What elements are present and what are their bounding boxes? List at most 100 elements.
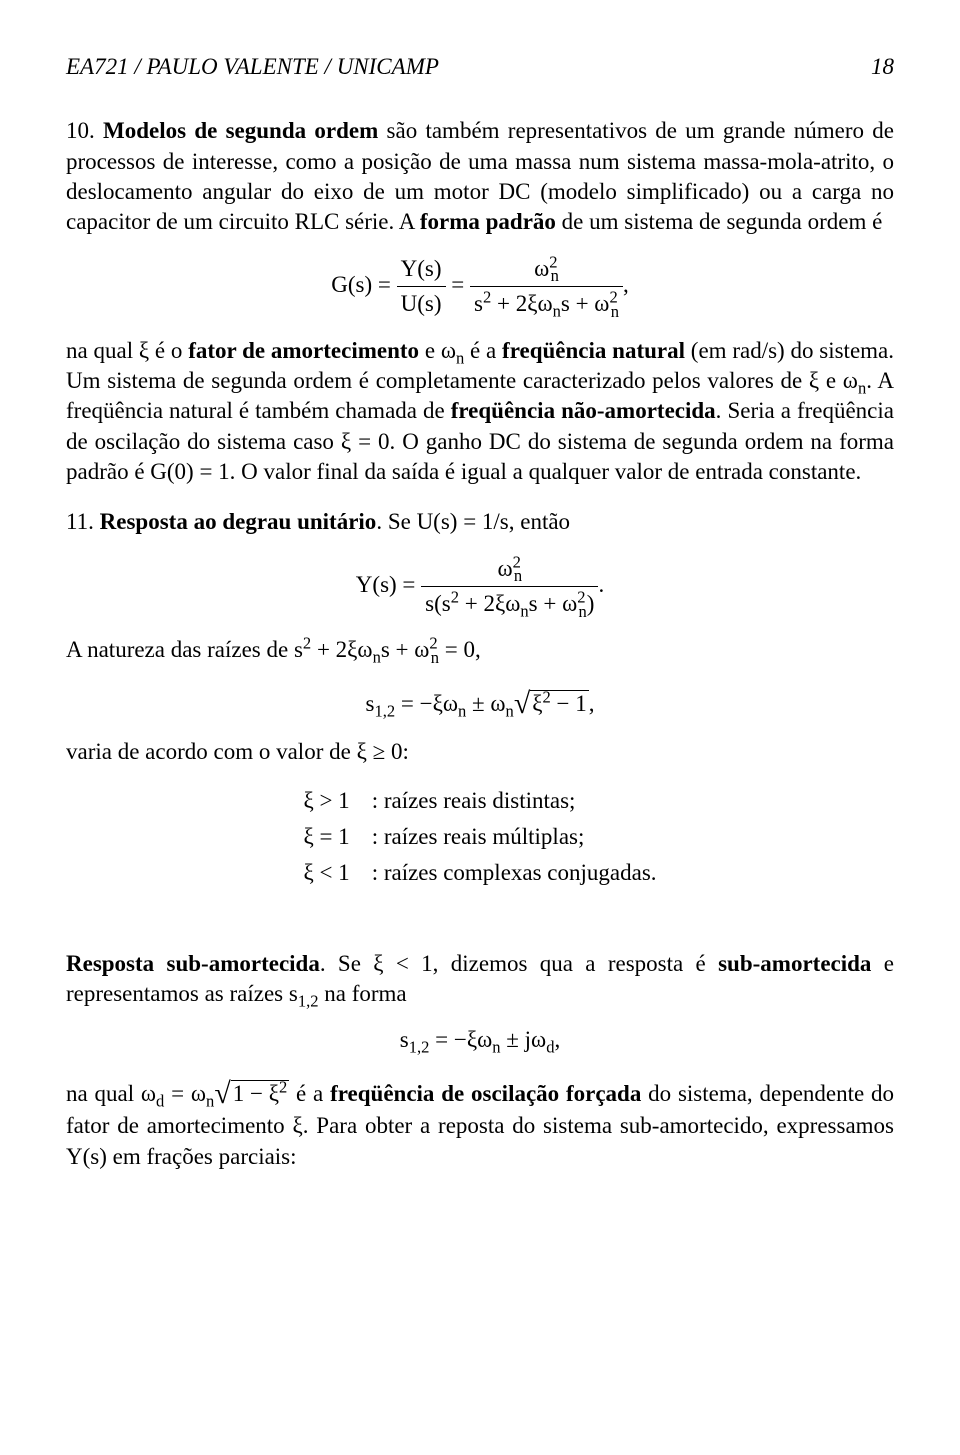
eq1-den1: U(s): [397, 287, 446, 319]
pa1-a: na qual ξ é o: [66, 338, 188, 363]
para11-rest: . Se U(s) = 1/s, então: [376, 509, 570, 534]
header-left: EA721 / PAULO VALENTE / UNICAMP: [66, 52, 439, 82]
pnat-sub1: n: [373, 648, 381, 667]
eq3-rad-a: ξ: [532, 691, 542, 716]
table-row: ξ = 1 : raízes reais múltiplas;: [293, 820, 666, 854]
eq3-tail: ,: [589, 691, 595, 716]
pa1-bold3: freqüência não-amortecida: [451, 398, 716, 423]
eq1-den2-c: s + ω: [561, 291, 610, 316]
para10-body-b: de um sistema de segunda ordem é: [556, 209, 882, 234]
equation-s12: s1,2 = −ξωn ± ωn√ξ2 − 1,: [66, 682, 894, 721]
paragraph-11: 11. Resposta ao degrau unitário. Se U(s)…: [66, 507, 894, 537]
para11-bold: Resposta ao degrau unitário: [100, 509, 377, 534]
eq2-num: ω2n: [421, 554, 598, 587]
para10-lead: 10.: [66, 118, 103, 143]
eq2-frac: ω2n s(s2 + 2ξωns + ω2n): [421, 554, 598, 620]
eq1-num2: ω2n: [470, 254, 623, 287]
eq1-den2-b: + 2ξω: [491, 291, 552, 316]
pa1-c: é a: [464, 338, 502, 363]
root-desc-0: : raízes reais distintas;: [362, 784, 667, 818]
pnat-sub2: n: [431, 648, 439, 667]
pa1-sub: n: [456, 348, 464, 367]
eq3-mid: = −ξω: [395, 691, 458, 716]
roots-table: ξ > 1 : raízes reais distintas; ξ = 1 : …: [291, 782, 668, 893]
eq1-tail: ,: [623, 272, 629, 297]
root-cond-1: ξ = 1: [293, 820, 359, 854]
paragraph-sub-amortecida: Resposta sub-amortecida. Se ξ < 1, dizem…: [66, 949, 894, 1010]
para10-title: Modelos de segunda ordem: [103, 118, 378, 143]
eq4-mid-sub: n: [492, 1038, 500, 1057]
eq2-num-sub: n: [514, 566, 522, 585]
pnat-d: = 0,: [439, 637, 481, 662]
eq4-mid2: ± jω: [501, 1027, 547, 1052]
eq2-den-sub1: n: [520, 602, 528, 621]
eq1-lhs: G(s) =: [331, 272, 396, 297]
eq4-lhs: s: [400, 1027, 409, 1052]
sub-c: na forma: [319, 981, 407, 1006]
sub-bold: Resposta sub-amortecida: [66, 951, 320, 976]
eq2-num-omega: ω: [497, 556, 512, 581]
equation-ys: Y(s) = ω2n s(s2 + 2ξωns + ω2n) .: [66, 554, 894, 620]
root-desc-2: : raízes complexas conjugadas.: [362, 856, 667, 890]
eq2-den-b: + 2ξω: [459, 591, 520, 616]
equation-gs: G(s) = Y(s) U(s) = ω2n s2 + 2ξωns + ω2n …: [66, 254, 894, 320]
para11-lead: 11.: [66, 509, 100, 534]
eq3-mid2: ± ω: [466, 691, 505, 716]
eq2-den: s(s2 + 2ξωns + ω2n): [421, 587, 598, 619]
eq1-frac-omega: ω2n s2 + 2ξωns + ω2n: [470, 254, 623, 320]
sub-bold2: sub-amortecida: [718, 951, 871, 976]
pa1-bold1: fator de amortecimento: [188, 338, 419, 363]
eq2-lhs: Y(s) =: [356, 572, 421, 597]
header-page-number: 18: [871, 52, 894, 82]
eq3-rad-b: − 1: [551, 691, 587, 716]
last-bold: freqüência de oscilação forçada: [330, 1081, 641, 1106]
eq3-sqrt: √ξ2 − 1: [514, 682, 589, 721]
pnat-b: + 2ξω: [311, 637, 372, 662]
eq1-den2-a: s: [474, 291, 483, 316]
eq4-lhs-sub: 1,2: [409, 1038, 430, 1057]
sub-sub: 1,2: [298, 992, 319, 1011]
paragraph-varia: varia de acordo com o valor de ξ ≥ 0:: [66, 737, 894, 767]
paragraph-last: na qual ωd = ωn√1 − ξ2 é a freqüência de…: [66, 1072, 894, 1172]
eq2-tail: .: [598, 572, 604, 597]
root-cond-2: ξ < 1: [293, 856, 359, 890]
pvaria: varia de acordo com o valor de ξ ≥ 0:: [66, 739, 409, 764]
eq2-den-c: s + ω: [529, 591, 578, 616]
eq1-mid: =: [451, 272, 470, 297]
eq2-den-a: s(s: [425, 591, 451, 616]
equation-s12-complex: s1,2 = −ξωn ± jωd,: [66, 1025, 894, 1055]
table-row: ξ > 1 : raízes reais distintas;: [293, 784, 666, 818]
paragraph-natureza: A natureza das raízes de s2 + 2ξωns + ω2…: [66, 635, 894, 665]
eq4-mid: = −ξω: [429, 1027, 492, 1052]
eq2-den-sub2: n: [579, 602, 587, 621]
eq1-num2-sub: n: [551, 266, 559, 285]
eq3-lhs-sub: 1,2: [374, 701, 395, 720]
last-sqrt: √1 − ξ2: [214, 1072, 289, 1111]
pa1-sub2: n: [858, 378, 866, 397]
para10-forma-padrao: forma padrão: [420, 209, 556, 234]
paragraph-after-eq1: na qual ξ é o fator de amortecimento e ω…: [66, 336, 894, 488]
pa1-bold2: freqüência natural: [502, 338, 685, 363]
root-desc-1: : raízes reais múltiplas;: [362, 820, 667, 854]
table-row: ξ < 1 : raízes complexas conjugadas.: [293, 856, 666, 890]
eq1-num1: Y(s): [397, 254, 446, 287]
eq2-den-d: ): [587, 591, 595, 616]
paragraph-10: 10. Modelos de segunda ordem são também …: [66, 116, 894, 237]
pnat-a: A natureza das raízes de s: [66, 637, 303, 662]
eq1-den2: s2 + 2ξωns + ω2n: [470, 287, 623, 319]
eq1-num2-omega: ω: [534, 256, 549, 281]
eq1-frac-ys-us: Y(s) U(s): [397, 254, 446, 320]
eq1-den2-sub1: n: [553, 302, 561, 321]
sub-a: . Se ξ < 1, dizemos qua a resposta é: [320, 951, 718, 976]
eq3-mid2-sub: n: [506, 701, 514, 720]
last-b: = ω: [164, 1081, 206, 1106]
last-c: é a: [289, 1081, 330, 1106]
last-rad-a: 1 − ξ: [233, 1081, 279, 1106]
pa1-b: e ω: [419, 338, 456, 363]
pnat-c: s + ω: [381, 637, 430, 662]
eq4-tail: ,: [554, 1027, 560, 1052]
last-a: na qual ω: [66, 1081, 156, 1106]
page-header: EA721 / PAULO VALENTE / UNICAMP 18: [66, 52, 894, 82]
eq1-den2-sub2: n: [611, 302, 619, 321]
root-cond-0: ξ > 1: [293, 784, 359, 818]
